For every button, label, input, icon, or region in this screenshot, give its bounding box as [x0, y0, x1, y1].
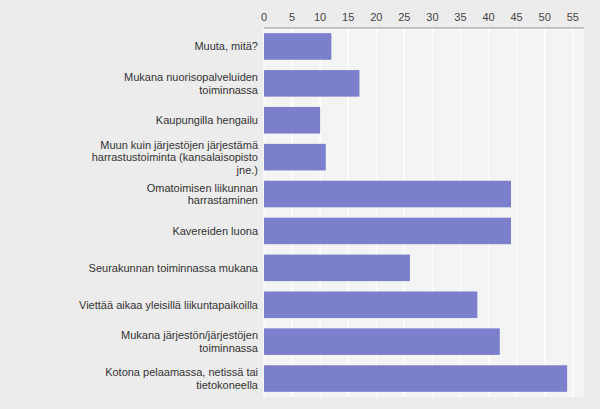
plot-area [264, 28, 584, 397]
tick-label: 10 [314, 11, 326, 23]
category-label: Muuta, mitä? [194, 40, 258, 52]
category-label: Viettää aikaa yleisillä liikuntapaikoill… [79, 299, 259, 311]
tick-label: 40 [482, 11, 494, 23]
category-label: Mukana järjestön/järjestöjentoiminnassa [121, 329, 259, 354]
bar [264, 218, 511, 245]
category-label: Kaupungilla hengailu [156, 114, 258, 126]
category-label: Kavereiden luona [172, 225, 259, 237]
background [0, 0, 600, 409]
tick-label: 35 [454, 11, 466, 23]
bars [264, 33, 567, 392]
axis-line [264, 28, 584, 29]
chart-container: 0 5 10 15 20 25 30 35 40 45 50 55 Muuta, mitä? Mukana… [0, 0, 600, 409]
page: {"chart_data": {"type": "bar", "orientat… [0, 0, 600, 409]
tick-label: 5 [289, 11, 295, 23]
chart: 0 5 10 15 20 25 30 35 40 45 50 55 Muuta, mitä? Mukana… [0, 0, 600, 409]
grid-line [544, 28, 545, 397]
bar [264, 144, 326, 171]
bar [264, 255, 410, 282]
bar [264, 181, 511, 208]
bar [264, 70, 359, 97]
tick-label: 45 [511, 11, 523, 23]
category-label: Seurakunnan toiminnassa mukana [89, 262, 259, 274]
tick-label: 50 [539, 11, 551, 23]
grid-line [516, 28, 517, 397]
y-axis: Muuta, mitä? Mukana nuorisopalveluidentoi… [79, 40, 259, 390]
bar [264, 291, 477, 318]
tick-label: 55 [567, 11, 579, 23]
bar [264, 33, 331, 60]
x-axis: 0 5 10 15 20 25 30 35 40 45 50 55 [261, 11, 584, 28]
bar [264, 107, 320, 134]
bar [264, 365, 567, 392]
tick-label: 30 [426, 11, 438, 23]
category-label: Kotona pelaamassa, netissä taitietokonee… [105, 366, 259, 391]
tick-label: 20 [370, 11, 382, 23]
grid-line [572, 28, 573, 397]
tick-label: 25 [398, 11, 410, 23]
tick-label: 0 [261, 11, 267, 23]
category-label: Omatoimisen liikunnanharrastaminen [147, 182, 258, 207]
category-label: Muun kuin järjestöjen järjestämäharrastu… [92, 139, 259, 176]
category-label: Mukana nuorisopalveluidentoiminnassa [124, 71, 259, 96]
grid [264, 28, 573, 397]
tick-label: 15 [342, 11, 354, 23]
bar [264, 328, 500, 355]
